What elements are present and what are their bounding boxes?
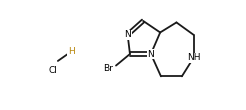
Text: Cl: Cl <box>48 66 57 75</box>
Text: NH: NH <box>187 53 200 62</box>
Text: N: N <box>148 50 154 59</box>
Text: Br: Br <box>103 64 113 73</box>
Text: H: H <box>68 47 75 56</box>
Text: N: N <box>124 30 131 39</box>
